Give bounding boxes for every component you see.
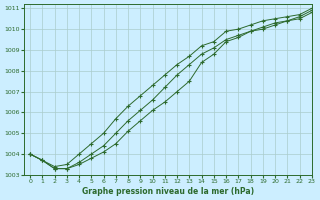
X-axis label: Graphe pression niveau de la mer (hPa): Graphe pression niveau de la mer (hPa) (82, 187, 254, 196)
